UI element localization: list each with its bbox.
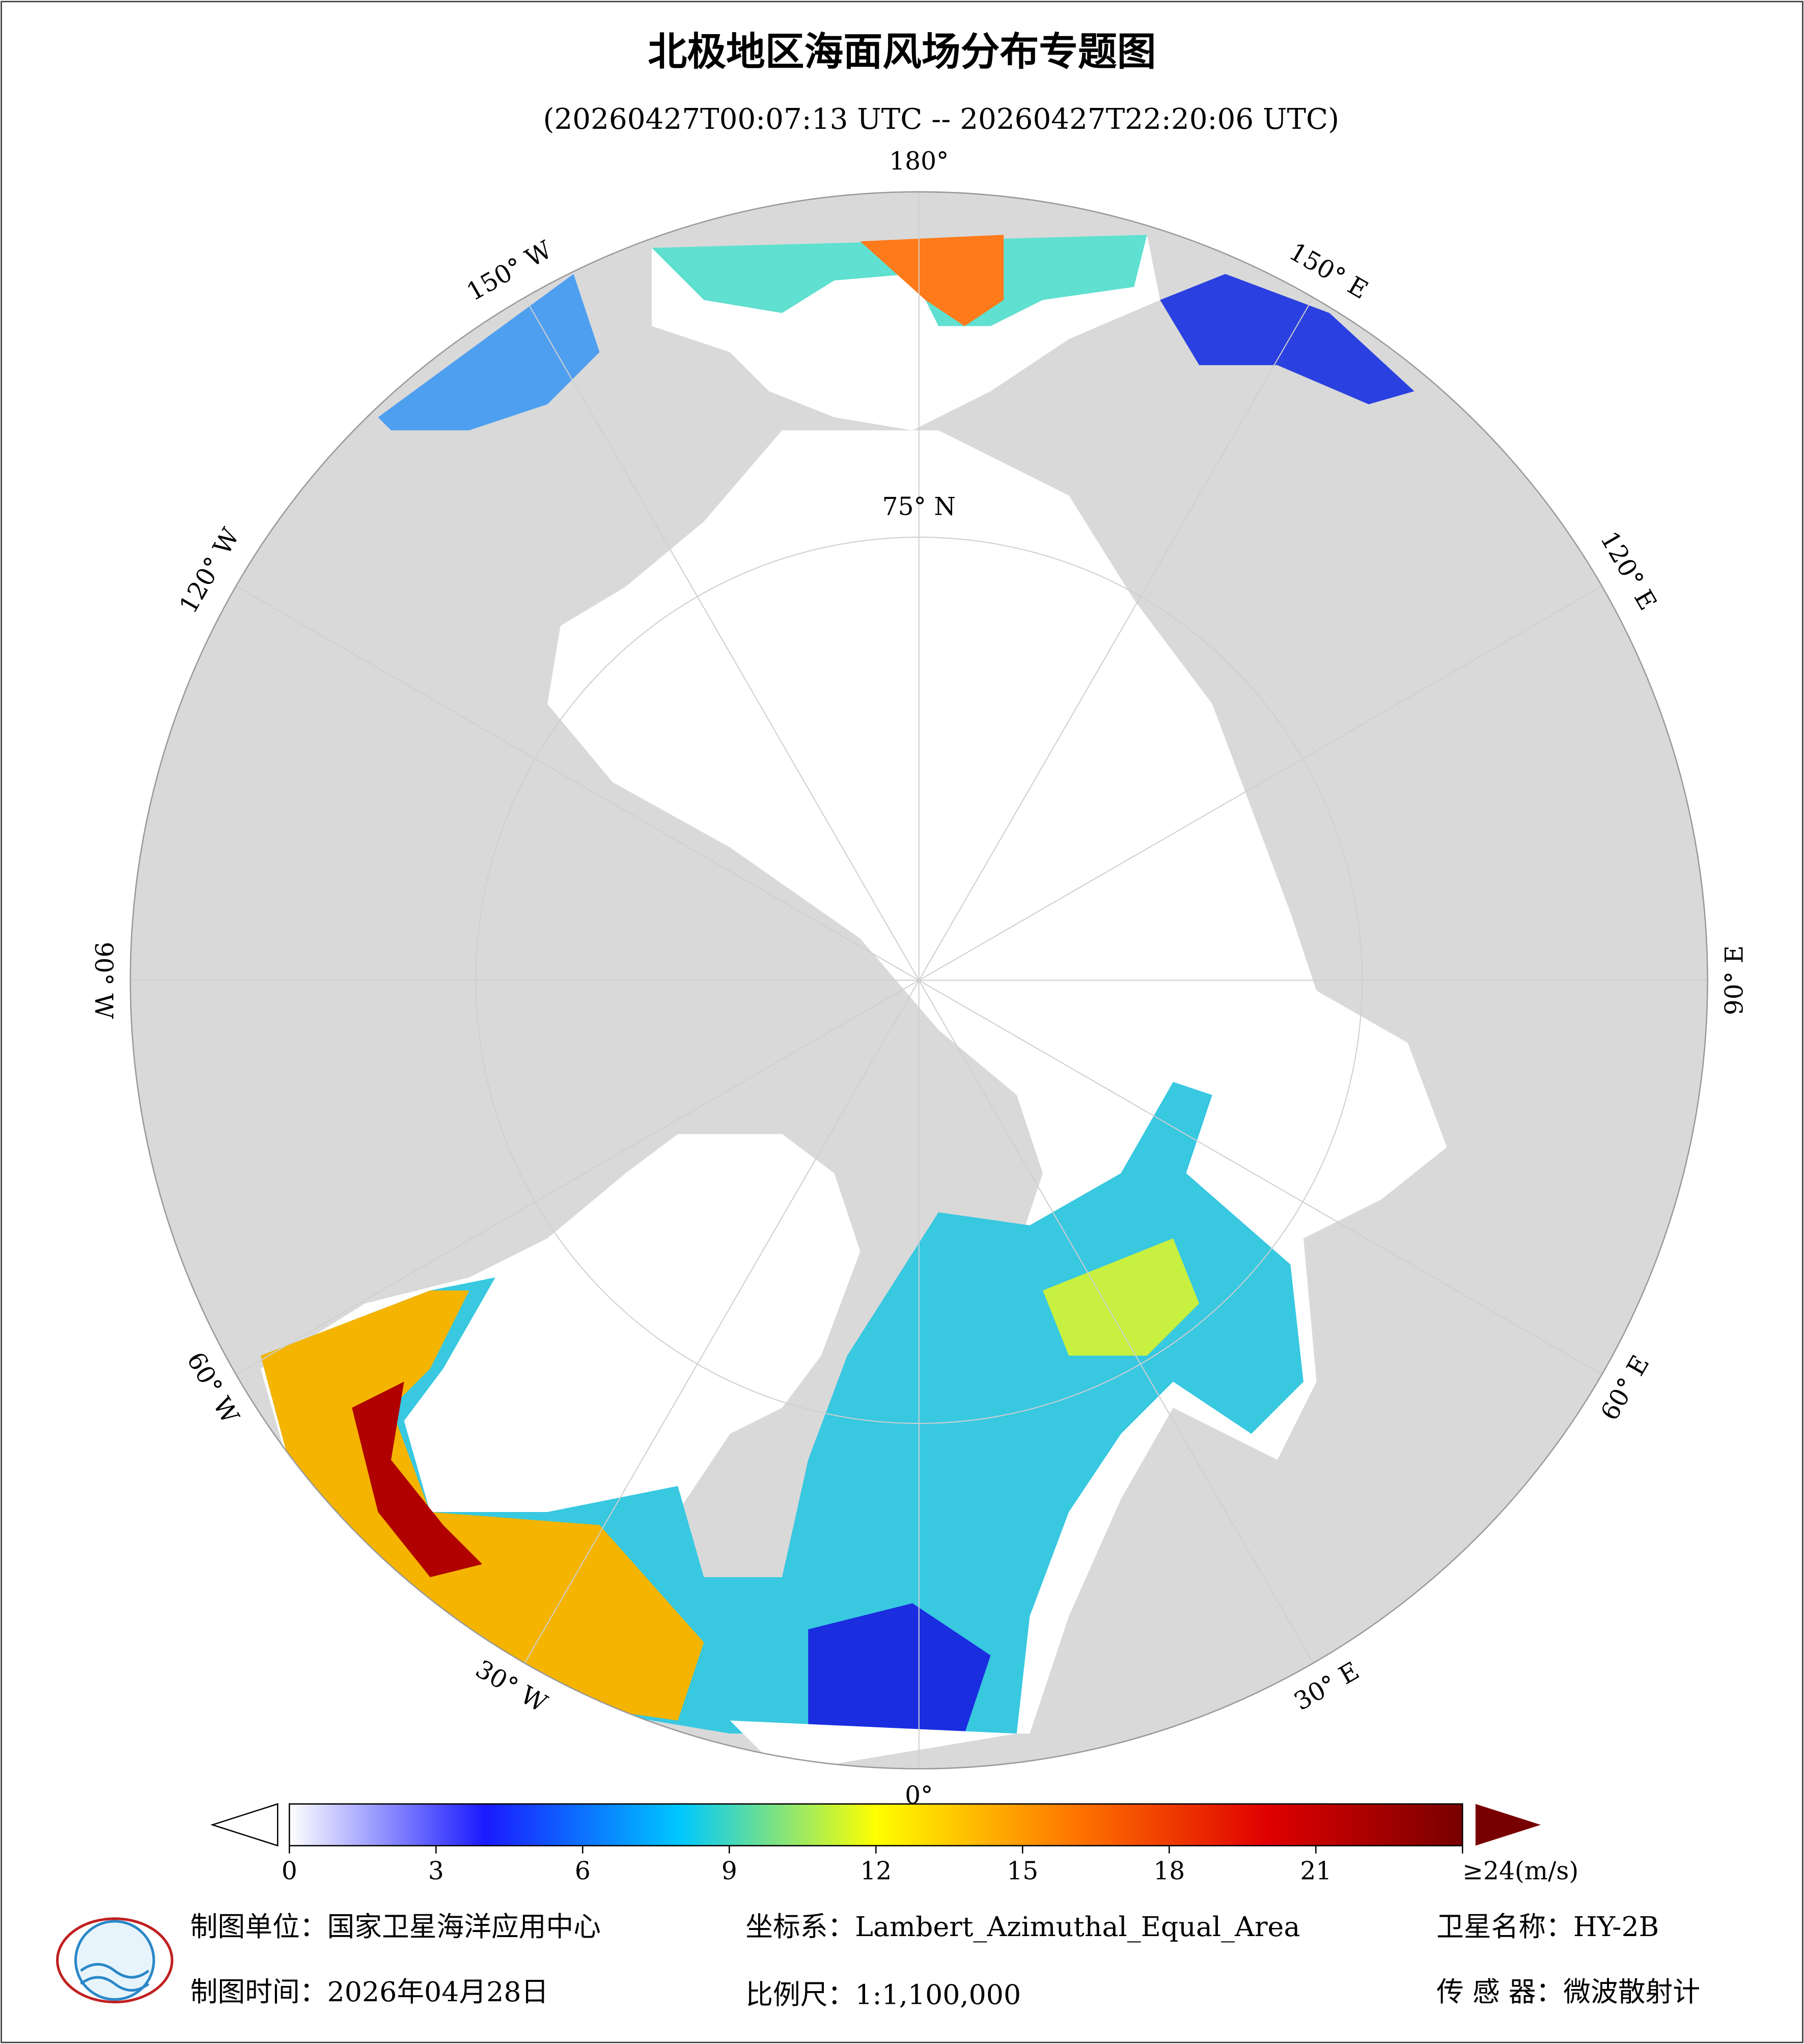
colorbar-tick-label: ≥24(m/s): [1462, 1857, 1578, 1886]
logo: [56, 1917, 174, 2004]
meridian: [919, 585, 1602, 981]
colorbar-tick-label: 12: [860, 1857, 892, 1886]
colorbar-under: [210, 1803, 279, 1847]
footer-unit: 制图单位：国家卫星海洋应用中心: [190, 1911, 601, 1943]
meridian: [524, 980, 920, 1664]
subtitle: (20260427T00:07:13 UTC -- 20260427T22:20…: [543, 103, 1340, 136]
colorbar-bar: [289, 1803, 1463, 1846]
map-edge: [129, 191, 1708, 1770]
colorbar-tick-label: 6: [575, 1857, 591, 1886]
meridian: [235, 979, 920, 1375]
footer-sensor: 传 感 器：微波散射计: [1436, 1976, 1700, 2008]
colorbar: 0 3 6 9 12 15 18 21 ≥24(m/s): [210, 1803, 1578, 1886]
parallel: [475, 537, 1363, 1424]
colorbar-tick-label: 9: [721, 1857, 737, 1886]
colorbar-tick-label: 18: [1153, 1857, 1185, 1886]
colorbar-tick-label: 3: [428, 1857, 444, 1886]
colorbar-tick-label: 21: [1300, 1857, 1331, 1886]
footer-crs: 坐标系：Lambert_Azimuthal_Equal_Area: [745, 1911, 1300, 1943]
wind-field: [352, 1382, 483, 1578]
wind-field: [1042, 1238, 1200, 1356]
footer-scale: 比例尺：1:1,100,000: [745, 1978, 1021, 2010]
footer-date: 制图时间：2026年04月28日: [190, 1976, 549, 2008]
colorbar-tick-label: 0: [282, 1857, 297, 1886]
colorbar-over: [1475, 1804, 1541, 1846]
meridian: [235, 585, 920, 981]
ocean: [260, 430, 1447, 1734]
colorbar-tick-label: 15: [1007, 1857, 1038, 1886]
meridian: [919, 979, 1602, 1375]
wind-field: [1160, 274, 1414, 405]
meridian: [524, 297, 920, 981]
footer-satellite: 卫星名称：HY-2B: [1436, 1911, 1659, 1943]
meridian: [918, 297, 1314, 981]
wind-field: [651, 235, 1147, 326]
wind-field: [860, 235, 1004, 326]
meridian: [918, 980, 1314, 1664]
title: 北极地区海面风场分布专题图: [648, 29, 1156, 75]
wind-field: [808, 1603, 991, 1734]
latitude-label: 75° N: [882, 492, 956, 521]
longitude-label: 90° W: [89, 942, 118, 1019]
longitude-label: 90° E: [1720, 945, 1749, 1015]
longitude-label: 180°: [889, 147, 949, 176]
wind-field: [378, 274, 600, 431]
